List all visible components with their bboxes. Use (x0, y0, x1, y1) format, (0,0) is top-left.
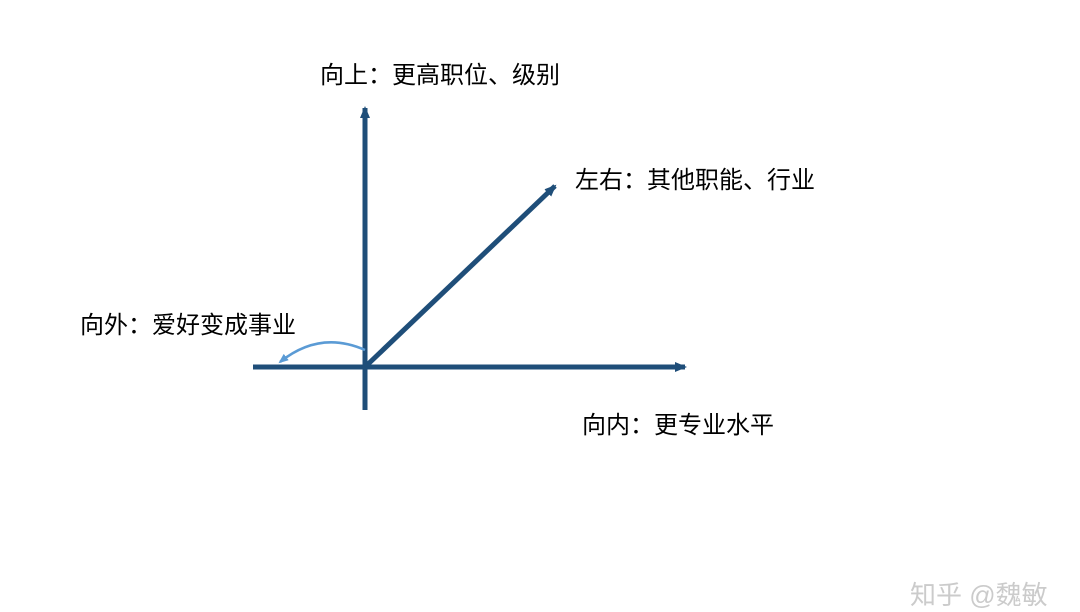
diagonal-axis (365, 186, 555, 367)
label-up: 向上：更高职位、级别 (320, 55, 560, 90)
watermark: 知乎 @魏敏 (910, 575, 1048, 612)
label-inward: 向内：更专业水平 (582, 405, 774, 440)
label-lateral: 左右：其他职能、行业 (575, 160, 815, 195)
career-direction-diagram: 向上：更高职位、级别 左右：其他职能、行业 向外：爱好变成事业 向内：更专业水平… (0, 0, 1080, 609)
outward-arc-arrow (280, 342, 365, 362)
label-outward: 向外：爱好变成事业 (80, 305, 296, 340)
